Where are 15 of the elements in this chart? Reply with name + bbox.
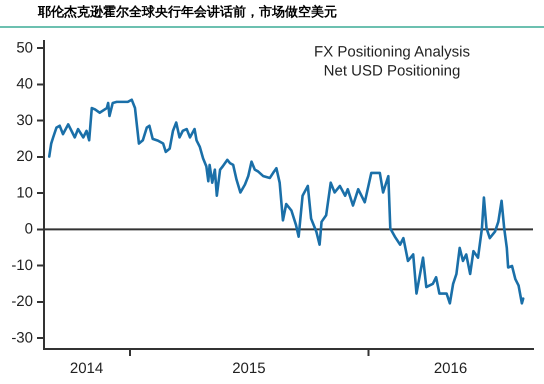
x-tick-label: 2015 [232,360,266,378]
y-tick-label: 50 [16,39,33,56]
y-tick-label: 30 [16,112,33,129]
y-tick-label: 0 [24,220,33,238]
y-tick-label: -10 [11,256,33,274]
y-tick-label: 40 [16,76,33,93]
y-tick-label: 10 [16,184,33,202]
y-tick-label: 20 [16,148,33,166]
chart-title: 耶伦杰克逊霍尔全球央行年会讲话前，市场做空美元 [0,0,544,28]
annotation: Net USD Positioning [324,62,460,80]
x-tick-label: 2016 [434,360,468,378]
y-tick-label: -30 [11,329,33,346]
x-tick-label: 2014 [70,360,104,378]
y-tick-label: -20 [11,293,33,310]
annotation: FX Positioning Analysis [314,44,470,61]
